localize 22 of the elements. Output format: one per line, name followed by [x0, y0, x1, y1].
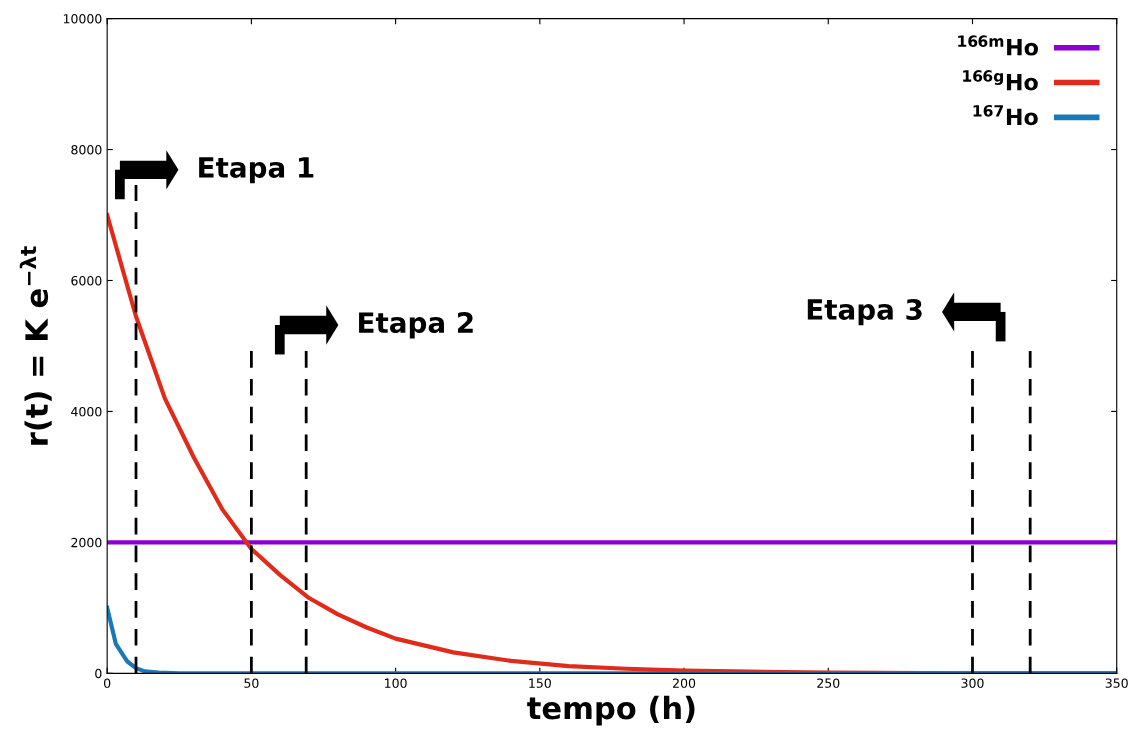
annotation: Etapa 1	[199, 157, 314, 184]
y-tick-label: 4000	[71, 406, 102, 417]
x-tick-label: 100	[385, 678, 407, 688]
y-tick-label: 6000	[71, 275, 102, 286]
x-tick-label: 150	[529, 678, 551, 688]
x-tick-label: 200	[673, 678, 696, 688]
annotation: Etapa 3	[807, 298, 922, 326]
y-tick-label: 10000	[63, 14, 102, 24]
x-tick-label: 250	[817, 678, 840, 688]
y-axis-title: r(t) = K e$^{−λt}$	[19, 246, 52, 445]
x-tick-label: 50	[244, 678, 259, 688]
legend-label: $^{167}$Ho	[973, 104, 1038, 126]
x-axis-title: tempo (h)	[527, 695, 695, 726]
y-tick-label: 2000	[71, 537, 102, 548]
y-tick-label: 0	[95, 668, 102, 679]
annotation: Etapa 2	[359, 312, 473, 339]
x-tick-label: 300	[961, 678, 984, 688]
legend-label: $^{166m}$Ho	[958, 35, 1038, 56]
x-tick-label: 350	[1105, 678, 1128, 688]
y-tick-label: 8000	[71, 145, 102, 155]
legend-label: $^{166g}$Ho	[963, 70, 1038, 91]
x-tick-label: 0	[104, 678, 111, 688]
